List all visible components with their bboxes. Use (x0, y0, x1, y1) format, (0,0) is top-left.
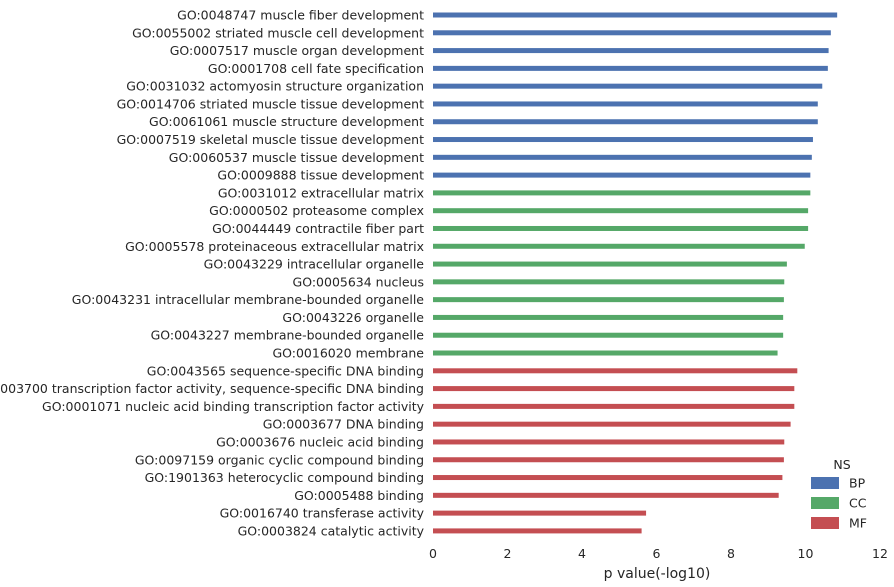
bar-mf (433, 403, 795, 409)
x-tick-label: 10 (798, 546, 814, 561)
bar-mf (433, 368, 798, 374)
category-label: GO:0016020 membrane (272, 346, 424, 361)
bar-cc (433, 261, 787, 267)
legend-swatch-cc (811, 497, 839, 509)
category-label: GO:0043227 membrane-bounded organelle (151, 328, 425, 343)
legend-swatch-bp (811, 477, 839, 489)
category-label: GO:0031032 actomyosin structure organiza… (126, 79, 424, 94)
bar-cc (433, 208, 809, 214)
category-label: GO:0003676 nucleic acid binding (216, 434, 424, 449)
bar-bp (433, 65, 828, 71)
legend-label: CC (849, 496, 867, 511)
category-label: GO:0016740 transferase activity (220, 506, 425, 521)
legend-entries: BP CC MF (811, 476, 867, 531)
category-label: GO:1901363 heterocyclic compound binding (145, 470, 424, 485)
bar-bp (433, 12, 838, 18)
x-axis-label: p value(-log10) (604, 566, 711, 582)
bar-cc (433, 314, 784, 320)
category-labels: GO:0048747 muscle fiber development GO:00… (0, 8, 425, 539)
category-label: GO:0043229 intracellular organelle (204, 257, 425, 272)
x-tick-label: 8 (727, 546, 735, 561)
x-tick-label: 6 (653, 546, 661, 561)
category-label: GO:0007519 skeletal muscle tissue develo… (117, 132, 424, 147)
bar-mf (433, 457, 784, 463)
category-label: GO:0048747 muscle fiber development (177, 8, 424, 23)
bar-mf (433, 492, 779, 498)
category-label: GO:0061061 muscle structure development (149, 114, 424, 129)
category-label: GO:0043231 intracellular membrane-bounde… (72, 292, 425, 307)
category-label: GO:0003700 transcription factor activity… (0, 381, 424, 396)
category-label: GO:0003824 catalytic activity (238, 523, 425, 538)
bars-layer (433, 12, 838, 534)
x-tick-label: 2 (504, 546, 512, 561)
bar-mf (433, 528, 642, 534)
bar-mf (433, 439, 785, 445)
bar-bp (433, 48, 829, 54)
bar-cc (433, 190, 811, 196)
bar-bp (433, 172, 811, 178)
bar-bp (433, 83, 823, 89)
category-label: GO:0043565 sequence-specific DNA binding (147, 363, 424, 378)
bar-bp (433, 30, 831, 36)
legend: NS BP CC MF (811, 457, 867, 531)
x-tick-label: 4 (578, 546, 586, 561)
bar-bp (433, 137, 813, 143)
bar-mf (433, 510, 647, 516)
category-label: GO:0060537 muscle tissue development (169, 150, 424, 165)
category-label: GO:0007517 muscle organ development (170, 43, 424, 58)
category-label: GO:0003677 DNA binding (263, 417, 424, 432)
category-label: GO:0031012 extracellular matrix (218, 185, 424, 200)
category-label: GO:0009888 tissue development (217, 168, 424, 183)
category-label: GO:0005634 nucleus (293, 274, 424, 289)
category-label: GO:0014706 striated muscle tissue develo… (117, 96, 425, 111)
x-tick-label: 0 (429, 546, 437, 561)
category-label: GO:0097159 organic cyclic compound bindi… (135, 452, 424, 467)
legend-label: MF (849, 516, 867, 531)
category-label: GO:0005488 binding (294, 488, 424, 503)
bar-cc (433, 332, 784, 338)
bar-mf (433, 386, 795, 392)
x-axis: 0 2 4 6 8 10 12 (429, 546, 888, 561)
bar-bp (433, 154, 812, 160)
legend-label: BP (849, 476, 866, 491)
legend-title: NS (833, 457, 850, 472)
category-label: GO:0005578 proteinaceous extracellular m… (125, 239, 424, 254)
bar-mf (433, 421, 791, 427)
x-tick-label: 12 (872, 546, 888, 561)
category-label: GO:0043226 organelle (282, 310, 424, 325)
legend-swatch-mf (811, 517, 839, 529)
bar-mf (433, 475, 783, 481)
category-label: GO:0055002 striated muscle cell developm… (132, 25, 424, 40)
bar-cc (433, 243, 805, 249)
category-label: GO:0001071 nucleic acid binding transcri… (42, 399, 425, 414)
bar-cc (433, 279, 785, 285)
bar-bp (433, 119, 818, 125)
bar-cc (433, 225, 809, 231)
bar-bp (433, 101, 818, 107)
bar-cc (433, 350, 778, 356)
bar-cc (433, 297, 784, 303)
category-label: GO:0044449 contractile fiber part (212, 221, 424, 236)
category-label: GO:0001708 cell fate specification (208, 61, 424, 76)
category-label: GO:0000502 proteasome complex (209, 203, 424, 218)
